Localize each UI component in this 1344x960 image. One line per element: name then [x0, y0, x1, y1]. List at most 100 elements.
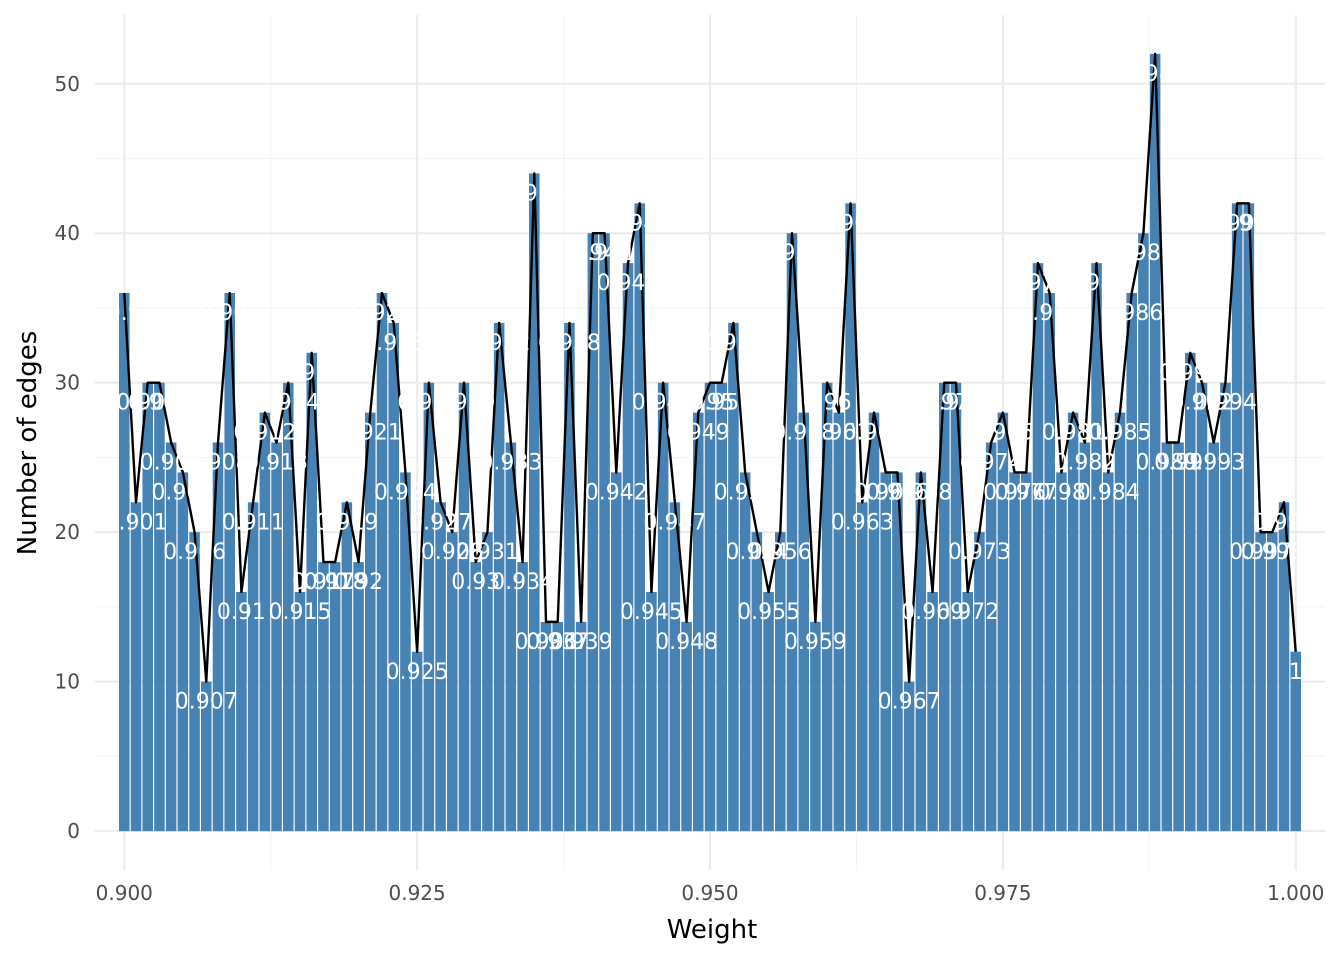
bar [1138, 233, 1149, 832]
bar-label: 0.994 [1194, 391, 1257, 416]
bar-label: 0.926 [397, 391, 460, 416]
bar [739, 472, 751, 832]
bar-label: 0.919 [315, 510, 378, 535]
bar [657, 382, 669, 832]
bar [1267, 532, 1278, 832]
bar-label: 0.906 [163, 540, 226, 565]
bar-label: 0.914 [257, 391, 320, 416]
bar [693, 412, 704, 832]
bar [704, 382, 716, 832]
bar-label: 0.901 [105, 510, 168, 535]
bar-label: 0.944 [608, 211, 671, 236]
bar-label: 0.957 [761, 241, 824, 266]
bar [997, 412, 1009, 832]
bar [376, 293, 388, 832]
bar-label: 0.98 [1037, 480, 1086, 505]
bar [1067, 412, 1079, 832]
bar-label: 0.933 [479, 451, 542, 476]
x-tick-label: 0.900 [96, 881, 153, 905]
bar-label: 0.961 [807, 421, 870, 446]
x-axis-ticks: 0.900 0.925 0.950 0.975 1.000 [96, 881, 1325, 905]
bar [927, 591, 938, 832]
bar-label: 0.927 [409, 510, 472, 535]
bar [751, 532, 763, 832]
bar-label: 0.981 [1042, 421, 1105, 446]
bar [271, 442, 282, 832]
bar-label: 0.975 [971, 421, 1034, 446]
bar [1220, 382, 1231, 832]
bar-label: 0.903 [128, 391, 191, 416]
bar [365, 412, 376, 832]
bar-label: 0.907 [175, 690, 238, 715]
bar [763, 591, 774, 832]
x-axis-title: Weight [667, 915, 758, 945]
bar [1290, 651, 1301, 832]
bar-label: 0.996 [1217, 211, 1280, 236]
bar-label: 0.963 [831, 510, 894, 535]
bar [950, 382, 962, 832]
bar-label: 0.956 [749, 540, 812, 565]
bar [681, 621, 692, 832]
bar-label: 0.986 [1100, 301, 1163, 326]
bar-label: 0.923 [362, 331, 425, 356]
bar [154, 382, 165, 832]
bar-label: 0.929 [433, 391, 496, 416]
x-tick-label: 0.925 [389, 881, 446, 905]
bar [283, 382, 294, 832]
bar [447, 532, 458, 832]
bar [1091, 263, 1102, 832]
bar [482, 532, 493, 832]
bar-label: 0.95 [686, 391, 735, 416]
bar-label: 0.964 [843, 421, 906, 446]
bar-label: 0.995 [1206, 211, 1269, 236]
bar [634, 203, 645, 832]
bar-label: 0.911 [222, 510, 285, 535]
bar [505, 442, 517, 832]
bar-label: 0.936 [515, 630, 578, 655]
bar-label: 0.939 [550, 630, 613, 655]
bar [435, 502, 446, 832]
bar-label: 0.967 [878, 690, 941, 715]
bar-label: 0.915 [269, 600, 332, 625]
bar [728, 322, 739, 832]
bar [646, 591, 657, 832]
bar-label: 0.916 [280, 361, 343, 386]
bar-label: 0.902 [116, 391, 179, 416]
bar-label: 0.942 [585, 480, 648, 505]
bar [1255, 532, 1266, 832]
bar-label: 0.965 [854, 480, 917, 505]
bar [575, 621, 587, 832]
bar-label: 0.922 [351, 301, 414, 326]
bar-label: 0.931 [456, 540, 519, 565]
bar [529, 173, 540, 832]
bar [985, 442, 997, 832]
bar [845, 203, 856, 832]
bar-label: 0.913 [245, 451, 308, 476]
bar-label: 0.992 [1171, 391, 1234, 416]
bar [1185, 352, 1196, 832]
bar [1126, 293, 1137, 832]
y-tick-label: 30 [55, 371, 80, 395]
bar-label: 0.988 [1124, 62, 1187, 87]
bar-label: 0.947 [643, 510, 706, 535]
bar [236, 591, 247, 832]
bar-label: 0.954 [725, 540, 788, 565]
bar [552, 621, 563, 832]
bar-label: 0.938 [538, 331, 601, 356]
bar [189, 532, 200, 832]
bar [775, 532, 786, 832]
bar [974, 532, 985, 832]
bar [318, 562, 329, 832]
bar-label: 0.917 [292, 570, 355, 595]
bar-label: 0.974 [960, 451, 1023, 476]
bar [868, 412, 880, 832]
bar [599, 233, 610, 832]
bar-label: 0.951 [690, 391, 753, 416]
bar [177, 472, 189, 832]
bar-label: 0.987 [1112, 241, 1175, 266]
bar-label: 0.973 [948, 540, 1011, 565]
frequency-line [123, 52, 1297, 683]
bar [1149, 53, 1161, 832]
bar-label: 0.932 [468, 331, 531, 356]
bar [587, 233, 599, 832]
